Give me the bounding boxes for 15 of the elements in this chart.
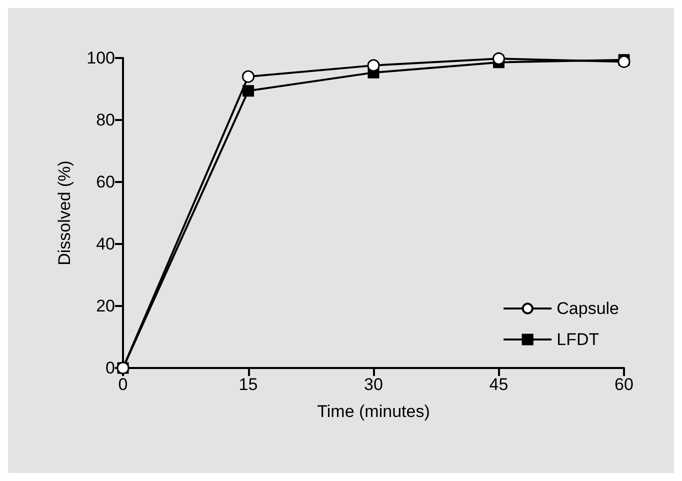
x-tick-label: 60 [614, 375, 634, 394]
y-tick-label: 100 [86, 48, 115, 68]
y-tick-label: 40 [96, 234, 115, 254]
y-tick-label: 20 [96, 296, 115, 316]
y-axis-title: Dissolved (%) [55, 160, 74, 266]
x-axis-title: Time (minutes) [317, 402, 430, 421]
x-tick-label: 0 [118, 375, 128, 394]
x-tick-label: 30 [364, 375, 383, 394]
x-tick-label: 15 [238, 375, 258, 394]
y-tick-label: 60 [96, 172, 115, 192]
x-tick-label: 45 [489, 375, 508, 394]
y-tick-label: 80 [96, 110, 115, 130]
legend-label: LFDT [556, 330, 600, 349]
y-tick-label: 0 [106, 358, 115, 378]
legend-label: Capsule [556, 299, 620, 318]
